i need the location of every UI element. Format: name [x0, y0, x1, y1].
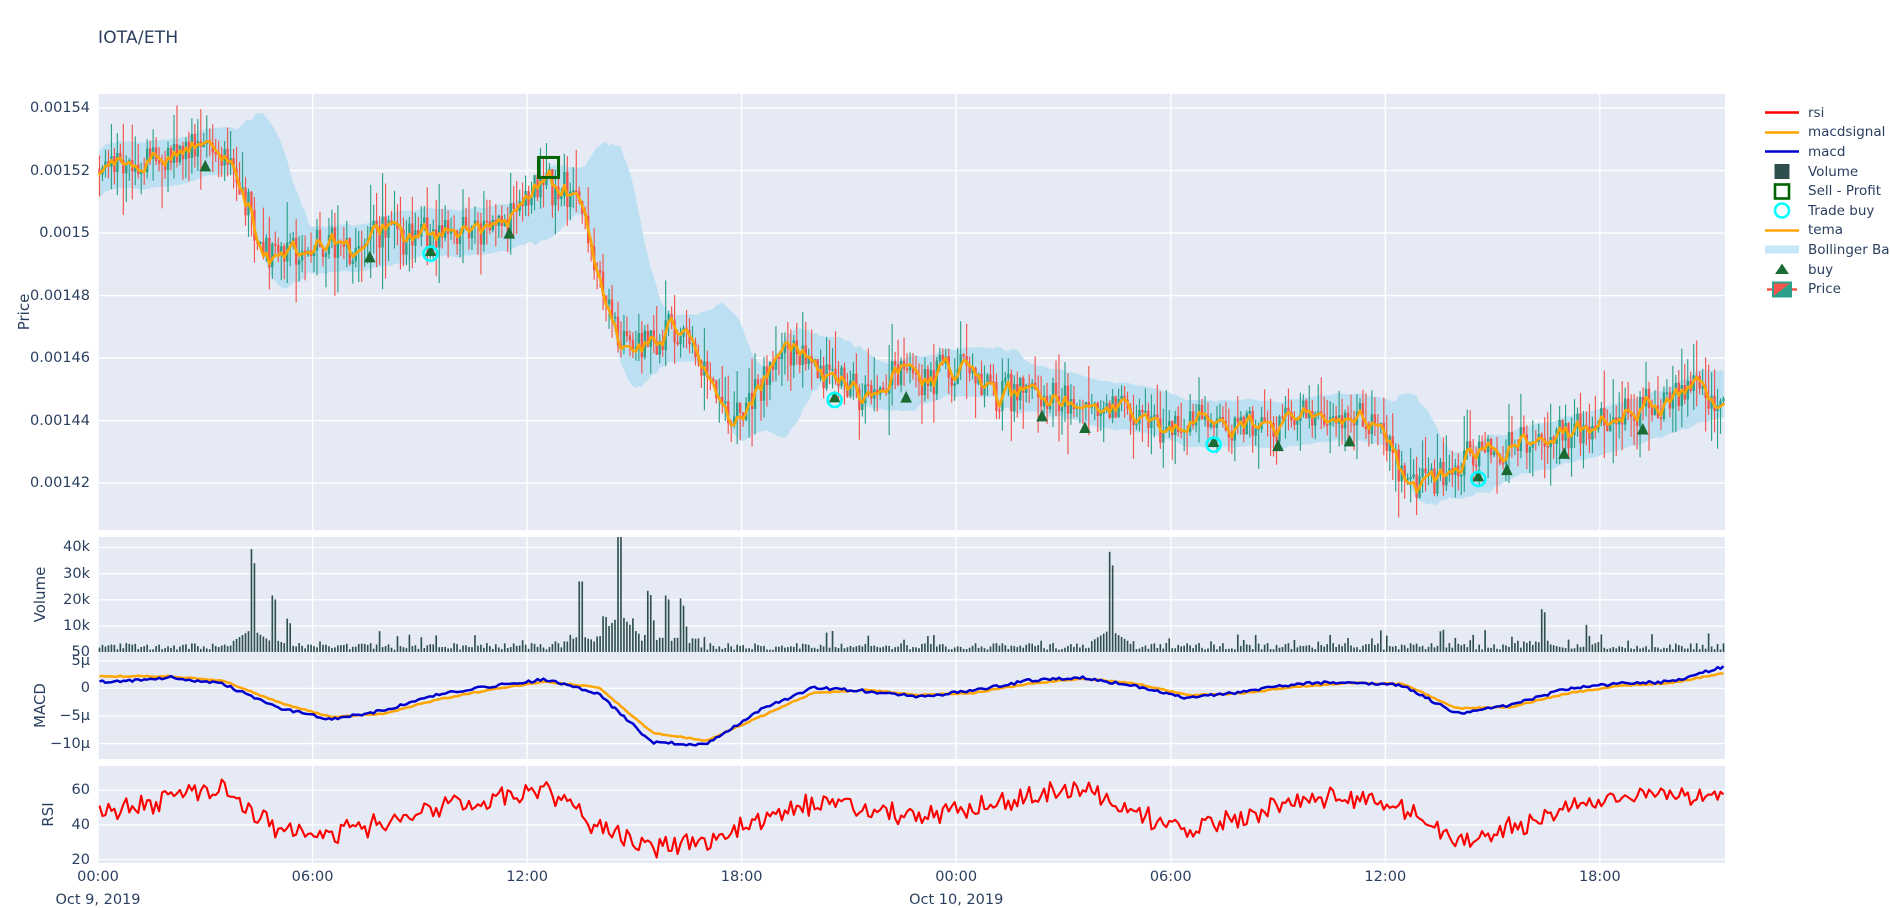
volume-ytick-2: 20k — [63, 591, 90, 608]
line-icon — [1762, 123, 1802, 142]
macd-axis-title: MACD — [31, 683, 49, 728]
legend-label: Volume — [1808, 163, 1859, 180]
price-ytick-5: 0.00144 — [30, 412, 90, 429]
legend-item-tema[interactable]: tema — [1762, 221, 1890, 241]
legend-label: Trade buy — [1808, 202, 1875, 219]
opensquare-icon — [1762, 182, 1802, 201]
legend-label: Price — [1808, 281, 1841, 298]
rsi-ytick-2: 20 — [71, 851, 90, 868]
xaxis-date-1: Oct 10, 2019 — [909, 892, 1004, 908]
legend-item-price[interactable]: Price — [1762, 279, 1890, 299]
volume-axis-title: Volume — [31, 566, 49, 623]
page-title: IOTA/ETH — [98, 28, 179, 48]
xtick-2: 12:00 — [506, 869, 548, 885]
legend-label: Sell - Profit — [1808, 183, 1882, 200]
chart-legend: rsi macdsignal macd Volume Sell - Profit Trad… — [1762, 103, 1890, 299]
xtick-4: 00:00 — [935, 869, 978, 885]
rsi-plot — [98, 766, 1725, 863]
macd-ytick-2: −5μ — [59, 707, 90, 724]
candle-icon — [1762, 280, 1802, 299]
legend-label: macdsignal — [1808, 124, 1886, 141]
opencircle-icon — [1762, 201, 1802, 220]
band-icon — [1762, 240, 1802, 259]
legend-item-rsi[interactable]: rsi — [1762, 103, 1890, 123]
volume-plot — [98, 537, 1725, 652]
xtick-7: 18:00 — [1578, 869, 1621, 885]
legend-label: tema — [1808, 222, 1844, 239]
rsi-panel — [98, 766, 1725, 863]
legend-label: rsi — [1808, 104, 1825, 121]
macd-ytick-3: −10μ — [50, 735, 90, 752]
square-icon — [1762, 162, 1802, 181]
rsi-ytick-1: 40 — [71, 816, 90, 833]
price-ytick-6: 0.00142 — [30, 475, 90, 492]
xtick-3: 18:00 — [720, 869, 763, 885]
line-icon — [1762, 103, 1802, 122]
legend-item-trade-buy[interactable]: Trade buy — [1762, 201, 1890, 221]
price-plot — [98, 94, 1725, 530]
macd-panel — [98, 652, 1725, 759]
macd-plot — [98, 652, 1725, 759]
macd-ytick-0: 5μ — [71, 652, 90, 669]
legend-item-sell-profit[interactable]: Sell - Profit — [1762, 181, 1890, 201]
xaxis-date-0: Oct 9, 2019 — [55, 892, 141, 908]
legend-label: macd — [1808, 143, 1846, 160]
price-ytick-1: 0.00152 — [30, 162, 90, 179]
legend-item-volume[interactable]: Volume — [1762, 162, 1890, 182]
xtick-0: 00:00 — [77, 869, 119, 885]
volume-ytick-0: 40k — [63, 539, 90, 556]
line-icon — [1762, 142, 1802, 161]
volume-ytick-3: 10k — [63, 617, 90, 634]
volume-ytick-4: 50 — [71, 644, 90, 660]
xtick-1: 06:00 — [291, 869, 334, 885]
volume-panel — [98, 537, 1725, 652]
macd-ytick-1: 0 — [80, 680, 90, 697]
legend-label: buy — [1808, 261, 1834, 278]
price-panel — [98, 94, 1725, 530]
legend-item-macdsignal[interactable]: macdsignal — [1762, 123, 1890, 143]
rsi-axis-title: RSI — [39, 802, 57, 827]
xtick-6: 12:00 — [1364, 869, 1407, 885]
triangle-icon — [1762, 260, 1802, 279]
line-icon — [1762, 221, 1802, 240]
legend-item-bollinger-band[interactable]: Bollinger Band — [1762, 240, 1890, 260]
legend-item-buy[interactable]: buy — [1762, 260, 1890, 280]
price-ytick-3: 0.00148 — [30, 287, 90, 304]
price-ytick-4: 0.00146 — [30, 350, 90, 367]
price-ytick-0: 0.00154 — [30, 100, 90, 117]
volume-ytick-1: 30k — [63, 565, 90, 582]
legend-label: Bollinger Band — [1808, 241, 1890, 258]
xtick-5: 06:00 — [1149, 869, 1192, 885]
price-ytick-2: 0.0015 — [39, 225, 90, 242]
rsi-ytick-0: 60 — [71, 782, 90, 799]
legend-item-macd[interactable]: macd — [1762, 142, 1890, 162]
price-axis-title: Price — [15, 293, 33, 331]
